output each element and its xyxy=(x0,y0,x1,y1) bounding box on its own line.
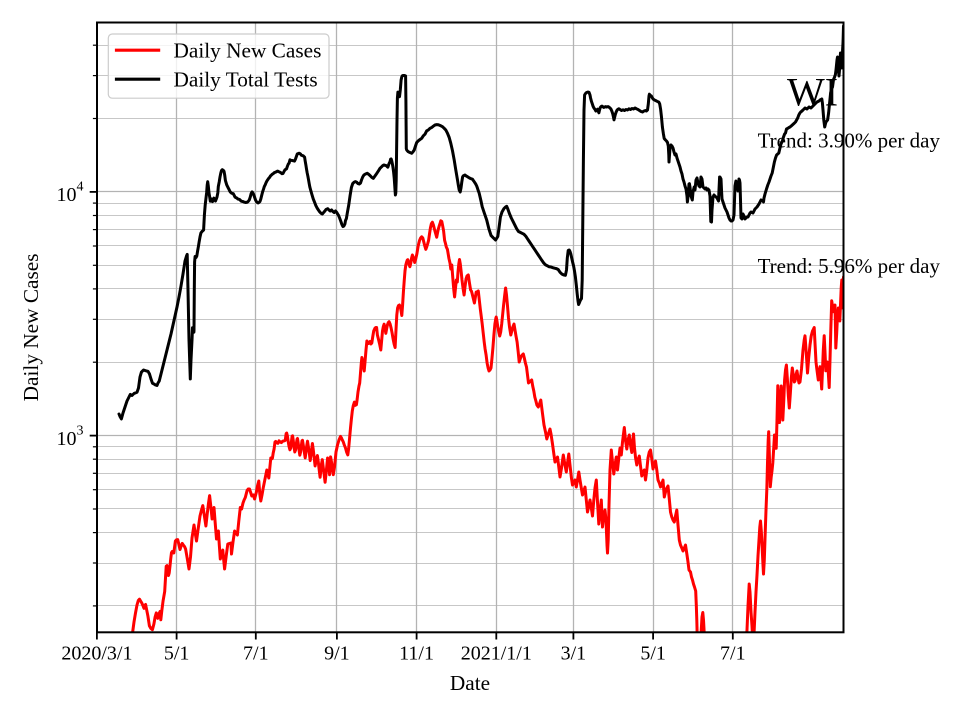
svg-text:11/1: 11/1 xyxy=(399,643,434,665)
svg-text:5/1: 5/1 xyxy=(164,643,190,665)
svg-text:Date: Date xyxy=(450,671,490,695)
svg-text:Daily New Cases: Daily New Cases xyxy=(19,253,43,401)
svg-text:Trend: 3.90% per day: Trend: 3.90% per day xyxy=(758,129,941,153)
svg-text:5/1: 5/1 xyxy=(640,643,666,665)
svg-text:WI: WI xyxy=(787,69,838,114)
svg-text:7/1: 7/1 xyxy=(720,643,746,665)
svg-text:Daily New Cases: Daily New Cases xyxy=(174,38,322,62)
svg-text:7/1: 7/1 xyxy=(243,643,269,665)
svg-text:2021/1/1: 2021/1/1 xyxy=(461,643,532,665)
svg-text:9/1: 9/1 xyxy=(324,643,350,665)
svg-text:Daily Total Tests: Daily Total Tests xyxy=(174,67,318,91)
svg-text:3/1: 3/1 xyxy=(561,643,587,665)
svg-text:2020/3/1: 2020/3/1 xyxy=(61,643,132,665)
svg-text:Trend: 5.96% per day: Trend: 5.96% per day xyxy=(758,254,941,278)
